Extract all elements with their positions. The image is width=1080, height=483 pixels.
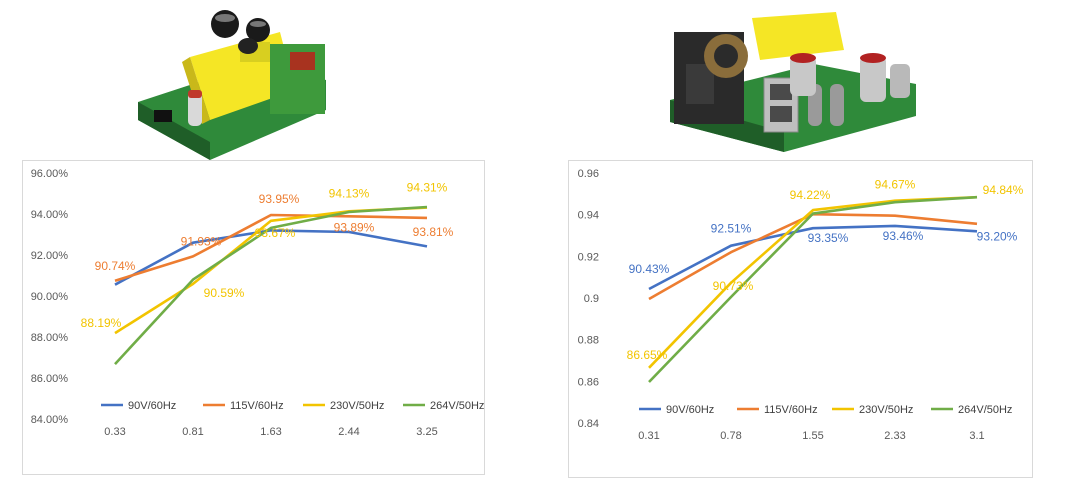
left-data-label: 90.59% [204, 286, 245, 300]
right-data-label: 86.65% [627, 348, 668, 362]
left-ytick-label: 90.00% [31, 291, 69, 303]
left-legend-label: 90V/60Hz [128, 400, 176, 412]
right-data-label: 94.22% [790, 188, 831, 202]
left-data-label: 94.13% [329, 186, 370, 200]
left-legend-label: 115V/60Hz [230, 400, 284, 412]
right-data-label: 92.51% [711, 222, 752, 236]
right-ytick-label: 0.88 [578, 335, 599, 347]
left-xtick-label: 0.33 [104, 426, 125, 438]
left-data-label: 93.95% [259, 192, 300, 206]
efficiency-chart-left-svg: 84.00% 86.00% 88.00% 90.00% 92.00% 94.00% 96.0… [31, 168, 484, 438]
right-ytick-label: 0.94 [578, 210, 599, 222]
usb-charger-pcb-photo-right [670, 12, 916, 152]
right-series-line [648, 195, 978, 369]
right-ytick-label: 0.84 [578, 418, 599, 430]
left-legend-label: 230V/50Hz [330, 400, 384, 412]
left-ytick-label: 92.00% [31, 250, 69, 262]
right-data-label: 94.67% [875, 178, 916, 192]
left-xtick-label: 2.44 [338, 426, 359, 438]
left-data-label: 93.89% [334, 220, 375, 234]
right-series-line [648, 224, 978, 291]
right-ytick-label: 0.86 [578, 376, 599, 388]
right-ytick-label: 0.96 [578, 168, 599, 180]
right-legend-label: 264V/50Hz [958, 404, 1012, 416]
right-data-label: 90.43% [629, 262, 670, 276]
left-data-label: 93.67% [255, 226, 296, 240]
right-ytick-label: 0.9 [584, 293, 599, 305]
right-xtick-label: 2.33 [884, 430, 905, 442]
right-legend-label: 230V/50Hz [859, 404, 913, 416]
left-xtick-label: 1.63 [260, 426, 281, 438]
left-data-label: 90.74% [95, 259, 136, 273]
right-legend-label: 90V/60Hz [666, 404, 714, 416]
left-ytick-label: 84.00% [31, 414, 69, 426]
right-ytick-label: 0.92 [578, 251, 599, 263]
efficiency-chart-left: 84.00% 86.00% 88.00% 90.00% 92.00% 94.00% 96.0… [22, 160, 485, 475]
left-data-label: 93.81% [413, 225, 454, 239]
left-data-label: 94.31% [407, 181, 448, 195]
left-series-line [114, 213, 428, 283]
left-data-label: 91.93% [181, 234, 222, 248]
right-xtick-label: 0.78 [720, 430, 741, 442]
left-series-line [114, 229, 428, 286]
right-data-label: 93.46% [883, 229, 924, 243]
efficiency-chart-right: 0.84 0.86 0.88 0.9 0.92 0.94 0.96 0.31 0.78 1.55 2… [568, 160, 1033, 478]
efficiency-chart-right-svg: 0.84 0.86 0.88 0.9 0.92 0.94 0.96 0.31 0.78 1.55 2… [578, 168, 1024, 442]
left-ytick-label: 96.00% [31, 168, 69, 180]
left-ytick-label: 86.00% [31, 373, 69, 385]
right-series-line [648, 195, 978, 383]
left-series-line [114, 205, 428, 365]
left-legend-label: 264V/50Hz [430, 400, 484, 412]
right-data-label: 94.84% [983, 183, 1024, 197]
right-xtick-label: 0.31 [638, 430, 659, 442]
left-xtick-label: 0.81 [182, 426, 203, 438]
right-legend-label: 115V/60Hz [764, 404, 818, 416]
right-xtick-label: 3.1 [969, 430, 984, 442]
right-data-label: 90.73% [713, 279, 754, 293]
right-xtick-label: 1.55 [802, 430, 823, 442]
right-data-label: 93.20% [977, 229, 1018, 243]
left-data-label: 88.19% [81, 316, 122, 330]
left-ytick-label: 94.00% [31, 209, 69, 221]
right-data-label: 93.35% [808, 231, 849, 245]
left-xtick-label: 3.25 [416, 426, 437, 438]
pcb-board-photo-left [138, 10, 326, 160]
left-ytick-label: 88.00% [31, 332, 69, 344]
